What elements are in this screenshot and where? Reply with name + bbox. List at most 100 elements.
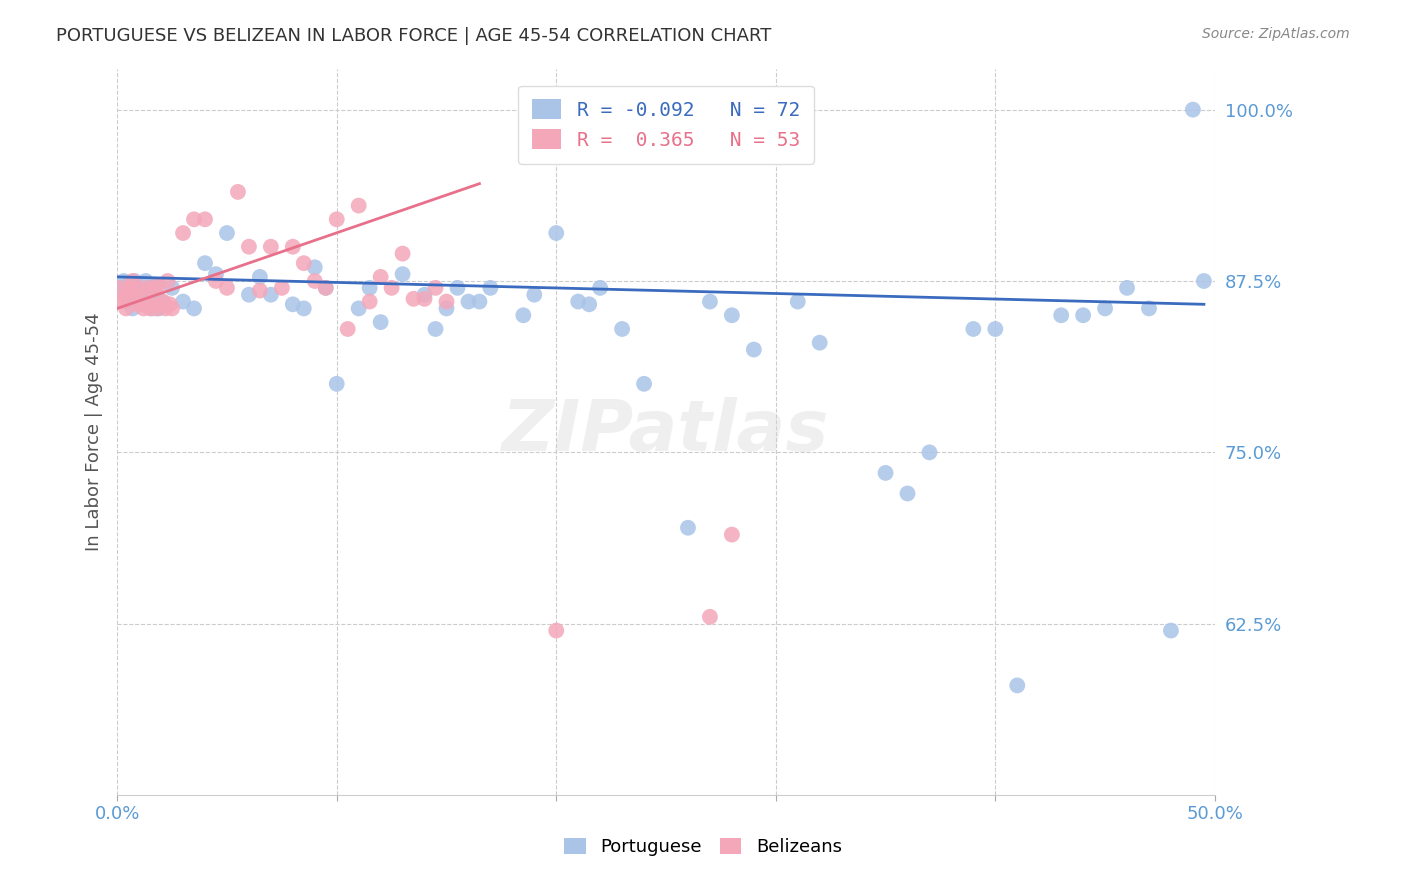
- Point: [325, 212, 347, 227]
- Point: [125, 287, 148, 301]
- Point: [115, 301, 138, 316]
- Point: [128, 281, 150, 295]
- Point: [132, 297, 155, 311]
- Point: [260, 287, 283, 301]
- Point: [120, 294, 142, 309]
- Point: [215, 226, 238, 240]
- Point: [589, 281, 612, 295]
- Point: [117, 278, 139, 293]
- Point: [479, 281, 502, 295]
- Point: [238, 240, 260, 254]
- Point: [215, 281, 238, 295]
- Point: [984, 322, 1007, 336]
- Point: [292, 301, 315, 316]
- Text: Source: ZipAtlas.com: Source: ZipAtlas.com: [1202, 27, 1350, 41]
- Point: [315, 281, 337, 295]
- Point: [721, 527, 744, 541]
- Point: [370, 269, 392, 284]
- Point: [325, 376, 347, 391]
- Point: [260, 240, 283, 254]
- Point: [145, 278, 167, 293]
- Point: [391, 246, 413, 260]
- Point: [249, 284, 271, 298]
- Point: [402, 292, 425, 306]
- Point: [359, 294, 381, 309]
- Point: [359, 281, 381, 295]
- Point: [413, 287, 436, 301]
- Point: [1137, 301, 1160, 316]
- Point: [468, 294, 491, 309]
- Point: [131, 292, 153, 306]
- Point: [1116, 281, 1139, 295]
- Point: [315, 281, 337, 295]
- Point: [110, 294, 132, 309]
- Point: [143, 281, 166, 295]
- Point: [1192, 274, 1215, 288]
- Point: [546, 226, 568, 240]
- Point: [110, 281, 132, 295]
- Text: PORTUGUESE VS BELIZEAN IN LABOR FORCE | AGE 45-54 CORRELATION CHART: PORTUGUESE VS BELIZEAN IN LABOR FORCE | …: [56, 27, 772, 45]
- Point: [145, 301, 167, 316]
- Point: [135, 274, 157, 288]
- Point: [808, 335, 831, 350]
- Point: [143, 281, 166, 295]
- Point: [512, 308, 534, 322]
- Legend: Portuguese, Belizeans: Portuguese, Belizeans: [555, 829, 851, 865]
- Point: [281, 240, 304, 254]
- Point: [347, 301, 370, 316]
- Point: [238, 287, 260, 301]
- Point: [721, 308, 744, 322]
- Point: [108, 281, 131, 295]
- Point: [194, 212, 217, 227]
- Point: [135, 292, 157, 306]
- Point: [121, 274, 143, 288]
- Point: [425, 281, 447, 295]
- Point: [413, 292, 436, 306]
- Point: [124, 274, 146, 288]
- Point: [112, 274, 135, 288]
- Point: [152, 294, 174, 309]
- Point: [567, 294, 589, 309]
- Point: [159, 297, 181, 311]
- Point: [124, 287, 146, 301]
- Point: [742, 343, 765, 357]
- Point: [194, 256, 217, 270]
- Point: [115, 284, 138, 298]
- Point: [249, 269, 271, 284]
- Point: [281, 297, 304, 311]
- Point: [1071, 308, 1094, 322]
- Point: [523, 287, 546, 301]
- Point: [370, 315, 392, 329]
- Point: [1050, 308, 1073, 322]
- Point: [160, 281, 183, 295]
- Point: [139, 287, 162, 301]
- Point: [1007, 678, 1029, 692]
- Point: [136, 281, 159, 295]
- Point: [112, 290, 135, 304]
- Point: [183, 301, 205, 316]
- Point: [962, 322, 984, 336]
- Point: [699, 610, 721, 624]
- Point: [148, 278, 170, 293]
- Point: [381, 281, 404, 295]
- Point: [160, 301, 183, 316]
- Point: [148, 301, 170, 316]
- Point: [304, 274, 326, 288]
- Point: [139, 301, 162, 316]
- Point: [121, 301, 143, 316]
- Point: [304, 260, 326, 275]
- Point: [1181, 103, 1204, 117]
- Point: [436, 301, 458, 316]
- Point: [155, 301, 177, 316]
- Point: [136, 281, 159, 295]
- Point: [172, 226, 194, 240]
- Point: [896, 486, 918, 500]
- Point: [546, 624, 568, 638]
- Text: ZIPatlas: ZIPatlas: [502, 397, 830, 467]
- Legend: R = -0.092   N = 72, R =  0.365   N = 53: R = -0.092 N = 72, R = 0.365 N = 53: [519, 86, 814, 163]
- Point: [205, 267, 228, 281]
- Point: [120, 284, 142, 298]
- Point: [347, 198, 370, 212]
- Point: [131, 297, 153, 311]
- Point: [336, 322, 359, 336]
